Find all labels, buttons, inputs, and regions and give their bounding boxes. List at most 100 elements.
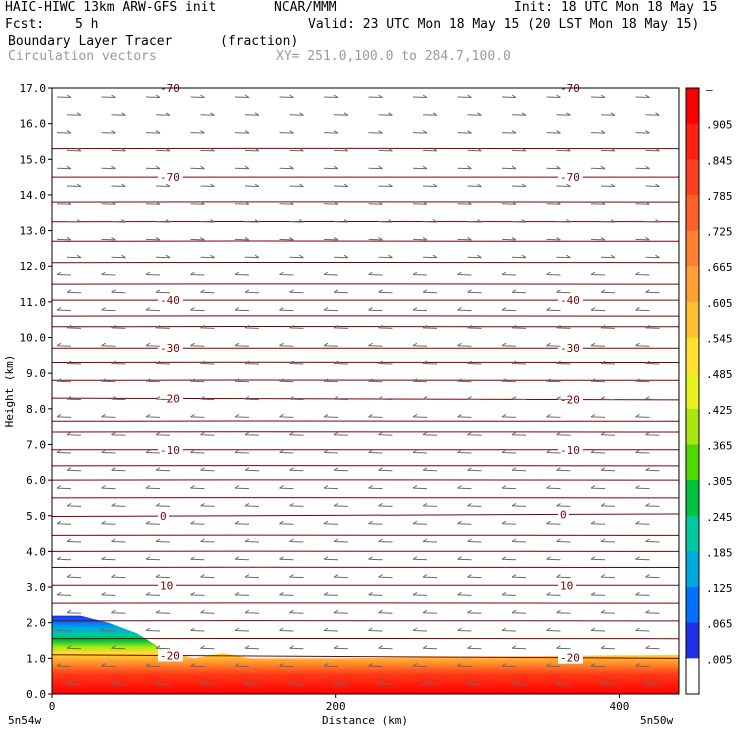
vector-arrow [101, 236, 116, 241]
vector-arrow [412, 591, 428, 596]
vector-arrow [200, 396, 215, 401]
vector-arrow [645, 254, 660, 259]
colorbar-swatch [686, 266, 699, 303]
vector-arrow [244, 219, 260, 223]
vector-arrow [200, 324, 215, 329]
vector-arrow [467, 467, 482, 472]
vector-arrow [457, 94, 472, 98]
vector-arrow [56, 663, 72, 668]
contour-line [51, 283, 680, 285]
vector-arrow [501, 413, 517, 418]
vector-arrow [66, 183, 82, 187]
colorbar-label: .125 [706, 582, 733, 595]
vector-arrow [467, 680, 482, 685]
vector-arrow [323, 236, 339, 241]
vector-arrow [101, 378, 116, 383]
y-tick-label: 15.0 [20, 153, 47, 166]
vector-arrow [333, 147, 349, 152]
vector-arrow [234, 413, 250, 418]
vector-arrow [244, 360, 260, 365]
vector-arrow [145, 94, 161, 98]
vector-arrow [590, 271, 606, 276]
vector-arrow [600, 680, 616, 685]
vector-arrow [590, 165, 606, 170]
vector-arrow [190, 413, 205, 418]
vector-arrow [244, 289, 260, 294]
vector-arrow [190, 307, 205, 312]
vector-arrow [56, 413, 72, 418]
vector-arrow [234, 520, 250, 525]
vector-arrow [546, 520, 561, 525]
contour-label: -20 [160, 392, 180, 405]
vector-arrow [412, 307, 428, 312]
vector-arrow [501, 165, 517, 170]
vector-arrow [368, 342, 383, 347]
vector-arrow [56, 627, 72, 632]
vector-arrow [590, 307, 606, 312]
vector-arrow [412, 556, 428, 561]
vector-arrow [155, 183, 171, 187]
vector-arrow [333, 219, 349, 223]
vector-arrow [190, 201, 205, 205]
vector-arrow [323, 449, 339, 454]
vector-arrow [190, 165, 205, 170]
vector-arrow [422, 680, 438, 685]
vector-arrow [279, 378, 294, 383]
vector-arrow [244, 147, 260, 152]
vector-arrow [600, 112, 616, 116]
vector-arrow [378, 574, 393, 579]
vector-arrow [234, 378, 250, 383]
vector-arrow [556, 396, 571, 401]
vector-arrow [56, 165, 72, 170]
vector-arrow [457, 307, 472, 312]
vector-arrow [279, 663, 294, 668]
vector-arrow [378, 183, 393, 187]
y-tick-label: 4.0 [26, 545, 46, 558]
vector-arrow [190, 591, 205, 596]
colorbar-swatch [686, 194, 699, 232]
vector-arrow [546, 449, 561, 454]
vector-arrow [101, 201, 116, 205]
vector-arrow [333, 574, 349, 579]
y-tick-label: 2.0 [26, 617, 46, 630]
vector-arrow [145, 201, 161, 205]
vector-arrow [190, 520, 205, 525]
colorbar-label: .905 [706, 119, 733, 132]
vector-arrow [234, 165, 250, 170]
vector-arrow [145, 663, 161, 668]
vector-arrow [279, 485, 294, 490]
vector-arrow [333, 502, 349, 507]
vector-arrow [244, 538, 260, 543]
vector-arrow [546, 94, 561, 98]
vector-arrow [556, 360, 571, 365]
vector-arrow [546, 378, 561, 383]
colorbar-swatch [686, 587, 699, 624]
vector-arrow [635, 520, 650, 525]
colorbar-label: .305 [706, 475, 733, 488]
vector-arrow [422, 609, 438, 614]
vector-arrow [378, 502, 393, 507]
vector-arrow [66, 609, 82, 614]
y-tick-label: 7.0 [26, 438, 46, 451]
tracer-field [52, 615, 679, 694]
vector-arrow [323, 485, 339, 490]
vector-arrow [645, 538, 660, 543]
vector-arrow [289, 254, 304, 259]
x-tick-label: 0 [49, 700, 56, 713]
vector-arrow [635, 271, 650, 276]
vector-arrow [190, 271, 205, 276]
vector-arrow [101, 342, 116, 347]
vector-arrow [467, 289, 482, 294]
vector-arrow [333, 360, 349, 365]
vector-arrow [101, 627, 116, 632]
height-axis: 0.0 1.0 2.0 3.0 4.0 5.0 6.0 7.0 8.0 9.0 10.0 11.0 12… [20, 82, 52, 701]
vector-arrow [289, 324, 304, 329]
colorbar-swatch [686, 88, 699, 125]
vector-arrow [66, 680, 82, 685]
vector-arrow [368, 520, 383, 525]
vector-arrow [556, 645, 571, 650]
vector-arrow [368, 413, 383, 418]
vector-arrow [501, 130, 517, 134]
vector-arrow [56, 556, 72, 561]
colorbar-swatch [686, 373, 699, 410]
